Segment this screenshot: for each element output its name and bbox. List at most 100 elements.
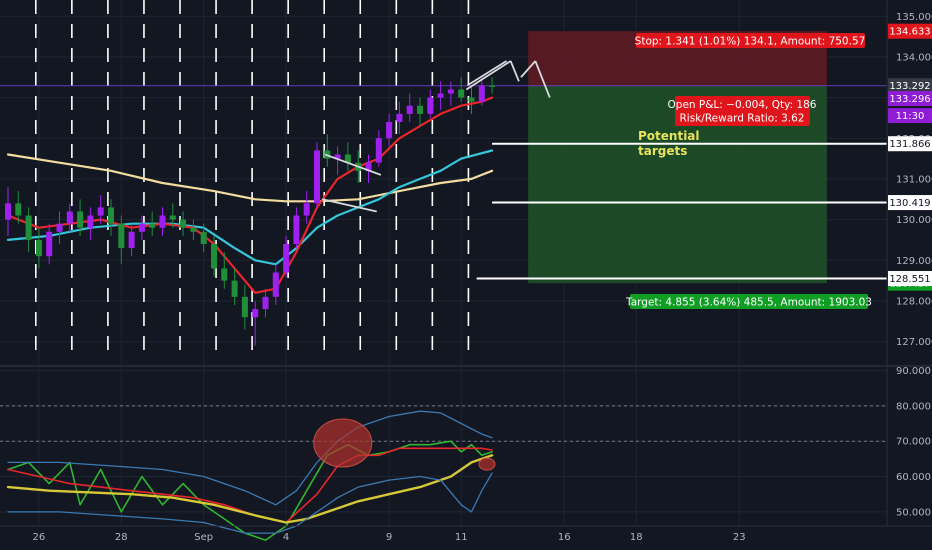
price-axis-tags: 134.633133.292133.29611:30128.437131.866… [888,23,932,291]
candle-body [231,280,238,297]
candle-body [314,150,320,204]
price-tag-box [888,78,932,94]
candle-body [458,89,465,98]
price-tick-label: 134.000 [896,52,932,63]
candle-body [77,211,84,228]
ema-beige-line [6,153,494,203]
osc-highlight-1 [313,418,373,468]
candle-body [128,231,135,249]
time-tick-label: 18 [630,532,643,543]
price-tag-label: 134.633 [889,27,930,38]
price-tick-label: 127.000 [896,337,932,348]
candle-body [468,97,475,102]
candle-body [149,223,156,228]
candle-body [35,239,42,257]
level-tag-box [888,195,932,211]
price-tag-label: 133.296 [889,94,930,105]
candle-body [97,207,104,216]
price-tick-label: 135.000 [896,12,932,23]
level-tag-box [888,271,932,287]
price-tick-label: 128.000 [896,296,932,307]
osc-tick-label: 80.000 [896,401,931,412]
candle-body [303,203,310,216]
candle-body [138,223,145,232]
candle-body [344,154,351,163]
wedge-right [520,60,537,78]
candle-body [396,113,403,122]
candle-body [478,85,485,102]
candle-body [386,122,393,139]
candle-body [437,93,444,98]
candle-body [87,215,94,228]
candle-body [200,231,207,244]
candle-body [252,309,259,318]
osc-tick-label: 70.000 [896,437,931,448]
wedge-upper-tip [509,60,520,82]
candle-body [447,89,454,94]
price-tag-box [888,91,932,107]
level-tag-box [888,136,932,152]
trend-line-2 [321,198,377,213]
level-tag-label: 131.866 [889,139,930,150]
level-tag-label: 130.419 [889,198,930,209]
price-tick-label: 130.000 [896,215,932,226]
candle-body [108,207,114,224]
osc-tick-label: 60.000 [896,472,931,483]
oscillator-axis-ticks: 50.000 60.000 70.000 80.000 90.000 [896,366,931,518]
oscillator-lines [6,410,494,541]
target-level-lines[interactable] [476,142,887,280]
time-tick-label: 23 [733,532,746,543]
time-tick-label: 26 [33,532,46,543]
price-candles [5,77,496,346]
trend-line-1 [324,153,382,176]
candle-body [489,85,496,87]
oscillator-highlights[interactable] [313,418,496,471]
osc-average-line [6,454,494,524]
price-tag-label: 133.292 [889,81,930,92]
stop-label-box [636,33,865,48]
candle-body [427,97,434,114]
candle-body [15,203,22,216]
price-tick-label: 131.000 [896,174,932,185]
candle-body [66,211,73,224]
osc-highlight-2 [478,457,496,471]
candle-body [118,223,125,249]
time-axis-ticks: 26 28 Sep 4 9 11 16 18 23 [33,532,746,543]
candle-body [241,296,248,318]
level-tag-label: 128.551 [889,274,930,285]
candle-body [272,272,279,297]
candle-body [262,296,269,310]
time-tick-label: 16 [558,532,571,543]
target-label: Target: 4.855 (3.64%) 485.5, Amount: 190… [625,297,872,309]
price-tag-box [888,108,932,124]
candle-body [365,162,372,171]
time-tick-label: 11 [455,532,468,543]
price-tag-label: 11:30 [896,111,925,122]
candle-body [46,231,53,257]
oscillator-pane [0,365,932,541]
osc-tick-label: 50.000 [896,507,931,518]
oscillator-gridlines [0,370,887,513]
position-annotations: Stop: 1.341 (1.01%) 134.1, Amount: 750.5… [625,33,872,309]
time-tick-label: 28 [115,532,128,543]
wedge-upper [465,60,512,91]
osc-signal-line [7,447,493,524]
candle-body [293,215,300,244]
price-axis-ticks: 127.000128.000129.000130.000131.000132.0… [896,12,932,348]
potential-targets-line1: Potential [638,129,700,143]
candle-body [56,223,63,232]
osc-tick-label: 90.000 [896,366,931,377]
candle-body [25,215,32,240]
pnl-label-box [675,96,810,126]
candle-body [406,105,413,114]
pnl-label-line2: Risk/Reward Ratio: 3.62 [680,113,805,125]
time-tick-label: Sep [194,532,213,543]
candle-body [283,244,290,273]
wedge-right-tip [534,60,551,98]
trend-drawings[interactable] [321,60,551,213]
candle-body [159,215,166,228]
candle-body [180,219,187,228]
price-tick-label: 129.000 [896,256,932,267]
candle-body [190,227,197,232]
